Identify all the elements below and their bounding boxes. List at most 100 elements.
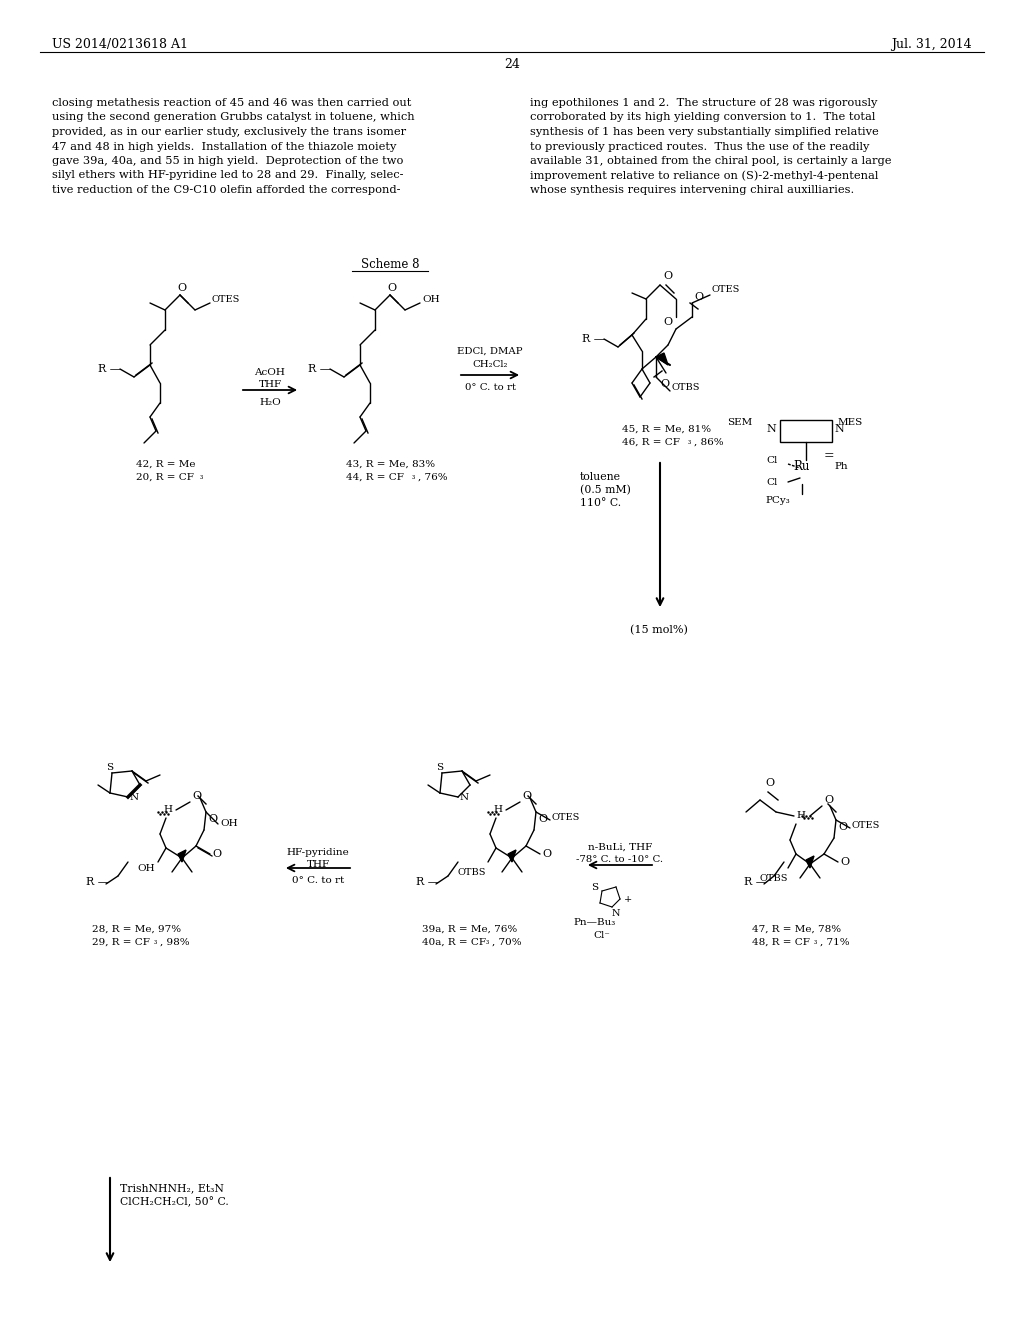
Text: Jul. 31, 2014: Jul. 31, 2014: [891, 38, 972, 51]
Text: OTES: OTES: [712, 285, 740, 293]
Text: to previously practiced routes.  Thus the use of the readily: to previously practiced routes. Thus the…: [530, 141, 869, 152]
Text: Ph: Ph: [834, 462, 848, 471]
Text: closing metathesis reaction of 45 and 46 was then carried out: closing metathesis reaction of 45 and 46…: [52, 98, 412, 108]
Text: AcOH: AcOH: [255, 368, 286, 378]
Text: O: O: [694, 292, 703, 302]
Text: R —: R —: [308, 364, 331, 374]
Text: 29, R = CF: 29, R = CF: [92, 939, 150, 946]
Text: R —: R —: [98, 364, 121, 374]
Text: O: O: [660, 379, 669, 389]
Text: +: +: [624, 895, 632, 903]
Text: S: S: [106, 763, 114, 772]
Polygon shape: [656, 352, 668, 366]
Text: R —: R —: [744, 876, 767, 887]
Text: 48, R = CF: 48, R = CF: [752, 939, 810, 946]
Text: toluene: toluene: [580, 473, 621, 482]
Text: 43, R = Me, 83%: 43, R = Me, 83%: [346, 459, 435, 469]
Text: 47, R = Me, 78%: 47, R = Me, 78%: [752, 925, 841, 935]
Text: OH: OH: [220, 820, 238, 829]
Text: THF: THF: [258, 380, 282, 389]
Text: O: O: [664, 317, 673, 327]
Text: ClCH₂CH₂Cl, 50° C.: ClCH₂CH₂Cl, 50° C.: [120, 1197, 228, 1208]
Text: synthesis of 1 has been very substantially simplified relative: synthesis of 1 has been very substantial…: [530, 127, 879, 137]
Text: OH: OH: [422, 294, 439, 304]
Text: N: N: [460, 792, 469, 801]
Text: O: O: [542, 849, 551, 859]
Text: R —: R —: [86, 876, 109, 887]
Text: Scheme 8: Scheme 8: [360, 257, 419, 271]
Polygon shape: [178, 850, 186, 862]
Text: PCy₃: PCy₃: [766, 496, 791, 506]
Text: OTBS: OTBS: [458, 869, 486, 876]
Text: SEM: SEM: [727, 418, 752, 426]
Text: (0.5 mM): (0.5 mM): [580, 484, 631, 495]
Text: 24: 24: [504, 58, 520, 71]
Text: EDCl, DMAP: EDCl, DMAP: [458, 347, 522, 356]
Text: , 71%: , 71%: [820, 939, 850, 946]
Text: CH₂Cl₂: CH₂Cl₂: [472, 360, 508, 370]
Text: 0° C. to rt: 0° C. to rt: [465, 383, 515, 392]
Text: O: O: [538, 814, 547, 824]
Text: 28, R = Me, 97%: 28, R = Me, 97%: [92, 925, 181, 935]
Text: =: =: [824, 450, 835, 462]
Text: corroborated by its high yielding conversion to 1.  The total: corroborated by its high yielding conver…: [530, 112, 876, 123]
Text: ₃: ₃: [688, 438, 691, 446]
Text: improvement relative to reliance on (S)-2-methyl-4-pentenal: improvement relative to reliance on (S)-…: [530, 170, 879, 181]
Text: gave 39a, 40a, and 55 in high yield.  Deprotection of the two: gave 39a, 40a, and 55 in high yield. Dep…: [52, 156, 403, 166]
Text: O: O: [840, 857, 849, 867]
Text: US 2014/0213618 A1: US 2014/0213618 A1: [52, 38, 188, 51]
Polygon shape: [806, 855, 814, 869]
Text: , 70%: , 70%: [492, 939, 521, 946]
Text: O: O: [765, 777, 774, 788]
Text: OTES: OTES: [852, 821, 881, 830]
Text: OTBS: OTBS: [672, 383, 700, 392]
Text: OTBS: OTBS: [760, 874, 788, 883]
Text: N: N: [130, 792, 139, 801]
Text: ₃: ₃: [412, 473, 416, 480]
Text: OTES: OTES: [552, 813, 581, 822]
Text: ing epothilones 1 and 2.  The structure of 28 was rigorously: ing epothilones 1 and 2. The structure o…: [530, 98, 878, 108]
Text: O: O: [522, 791, 531, 801]
Text: S: S: [436, 763, 443, 772]
Text: H: H: [164, 805, 172, 814]
Text: provided, as in our earlier study, exclusively the trans isomer: provided, as in our earlier study, exclu…: [52, 127, 407, 137]
Text: OTES: OTES: [212, 294, 241, 304]
Text: Cl: Cl: [767, 478, 778, 487]
Text: -78° C. to -10° C.: -78° C. to -10° C.: [577, 855, 664, 865]
Text: Cl: Cl: [767, 455, 778, 465]
Text: using the second generation Grubbs catalyst in toluene, which: using the second generation Grubbs catal…: [52, 112, 415, 123]
Text: S: S: [592, 883, 599, 892]
Text: 42, R = Me: 42, R = Me: [136, 459, 196, 469]
Text: O: O: [208, 814, 217, 824]
Text: ₃: ₃: [200, 473, 203, 480]
Text: 20, R = CF: 20, R = CF: [136, 473, 194, 482]
Text: Ru: Ru: [794, 459, 810, 473]
Text: O: O: [824, 795, 834, 805]
Text: whose synthesis requires intervening chiral auxilliaries.: whose synthesis requires intervening chi…: [530, 185, 854, 195]
Polygon shape: [508, 850, 516, 862]
Text: (15 mol%): (15 mol%): [630, 624, 688, 635]
Text: H: H: [494, 805, 503, 814]
Text: 39a, R = Me, 76%: 39a, R = Me, 76%: [422, 925, 517, 935]
Text: 44, R = CF: 44, R = CF: [346, 473, 403, 482]
Text: silyl ethers with HF-pyridine led to 28 and 29.  Finally, selec-: silyl ethers with HF-pyridine led to 28 …: [52, 170, 403, 181]
Text: ₃: ₃: [814, 939, 817, 946]
Text: H₂O: H₂O: [259, 399, 281, 407]
Text: 0° C. to rt: 0° C. to rt: [292, 876, 344, 884]
Text: N: N: [834, 424, 844, 434]
Text: THF: THF: [306, 861, 330, 869]
Text: N: N: [612, 909, 621, 917]
Text: , 98%: , 98%: [160, 939, 189, 946]
Text: O: O: [193, 791, 201, 801]
Text: HF-pyridine: HF-pyridine: [287, 847, 349, 857]
Text: N: N: [766, 424, 776, 434]
Text: tive reduction of the C9-C10 olefin afforded the correspond-: tive reduction of the C9-C10 olefin affo…: [52, 185, 400, 195]
Text: H: H: [796, 812, 805, 821]
Text: O: O: [212, 849, 221, 859]
Text: Cl⁻: Cl⁻: [594, 931, 610, 940]
Text: Pn—Bu₃: Pn—Bu₃: [573, 917, 616, 927]
Text: 40a, R = CF: 40a, R = CF: [422, 939, 486, 946]
Text: R —: R —: [416, 876, 439, 887]
Text: n-BuLi, THF: n-BuLi, THF: [588, 843, 652, 851]
Text: 46, R = CF: 46, R = CF: [622, 438, 680, 447]
